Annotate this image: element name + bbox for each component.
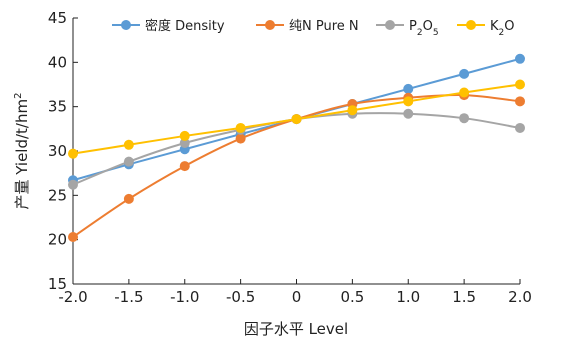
data-point	[459, 113, 470, 124]
data-point	[123, 139, 134, 150]
data-point	[515, 53, 525, 64]
data-point	[459, 68, 470, 79]
x-tick-label: 2.0	[508, 288, 532, 306]
data-point	[179, 130, 190, 141]
x-tick-label: -0.5	[226, 288, 255, 306]
legend-swatch-marker	[265, 20, 275, 30]
legend-label-part: 2	[417, 28, 423, 38]
y-tick-label: 35	[48, 98, 67, 116]
y-ticks: 15 20 25 30 35 40 45	[48, 9, 78, 293]
y-tick-label: 40	[48, 53, 67, 71]
legend-label-part: 5	[433, 28, 439, 38]
data-point	[291, 114, 302, 125]
legend-label: P2O5	[409, 19, 439, 38]
legend: 密度 Density 纯N Pure N P2O5 K2O	[112, 18, 515, 38]
x-axis-title: 因子水平 Level	[244, 320, 348, 338]
data-point	[68, 148, 78, 159]
data-point	[515, 122, 525, 133]
data-point	[403, 108, 414, 119]
data-point	[403, 96, 414, 107]
legend-label-part: 2	[499, 28, 505, 38]
y-axis-title-unit: t/hm	[13, 99, 31, 134]
data-point	[179, 138, 190, 149]
data-point	[235, 122, 246, 133]
x-tick-label: -1.0	[170, 288, 199, 306]
x-tick-label: -1.5	[114, 288, 143, 306]
data-point	[179, 161, 190, 172]
y-tick-label: 45	[48, 9, 67, 27]
legend-swatch-marker	[385, 20, 395, 30]
y-tick-label: 25	[48, 186, 67, 204]
legend-label-part: O	[504, 19, 514, 34]
y-axis-title-main: 产量 Yield/	[13, 133, 31, 209]
series-3	[68, 79, 525, 159]
data-point	[515, 96, 525, 107]
legend-swatch-marker	[121, 20, 131, 30]
series-1	[68, 90, 525, 243]
data-point	[123, 156, 134, 167]
y-tick-label: 30	[48, 142, 67, 160]
data-point	[403, 83, 414, 94]
x-tick-label: 1.0	[396, 288, 420, 306]
x-tick-label: 0	[292, 288, 302, 306]
series-layer	[68, 53, 525, 243]
legend-label: K2O	[490, 19, 515, 38]
chart-axes	[72, 18, 520, 285]
legend-swatch-marker	[466, 20, 476, 30]
legend-item: 密度 Density	[112, 18, 225, 34]
x-tick-label: 0.5	[340, 288, 364, 306]
y-tick-label: 20	[48, 231, 67, 249]
legend-label-part: 密度 Density	[145, 18, 225, 34]
data-point	[68, 179, 78, 190]
legend-label: 纯N Pure N	[289, 19, 359, 34]
legend-label-part: P	[409, 19, 417, 34]
data-point	[515, 79, 525, 90]
data-point	[347, 105, 358, 116]
data-point	[68, 232, 78, 243]
y-axis-title-unit-sup: 2	[13, 93, 24, 99]
legend-item: 纯N Pure N	[256, 19, 359, 34]
x-tick-label: 1.5	[452, 288, 476, 306]
legend-label: 密度 Density	[145, 18, 225, 34]
x-ticks: -2.0 -1.5 -1.0 -0.5 0 0.5 1.0 1.5 2.0	[58, 279, 532, 306]
x-tick-label: -2.0	[58, 288, 87, 306]
data-point	[459, 87, 470, 98]
y-axis-title: 产量 Yield/t/hm2	[13, 93, 31, 210]
legend-label-part: O	[423, 19, 433, 34]
legend-item: K2O	[457, 19, 515, 38]
legend-item: P2O5	[376, 19, 439, 38]
legend-label-part: K	[490, 19, 499, 34]
legend-label-part: 纯N Pure N	[289, 19, 359, 34]
data-point	[235, 133, 246, 144]
data-point	[123, 193, 134, 204]
y-tick-label: 15	[48, 275, 67, 293]
